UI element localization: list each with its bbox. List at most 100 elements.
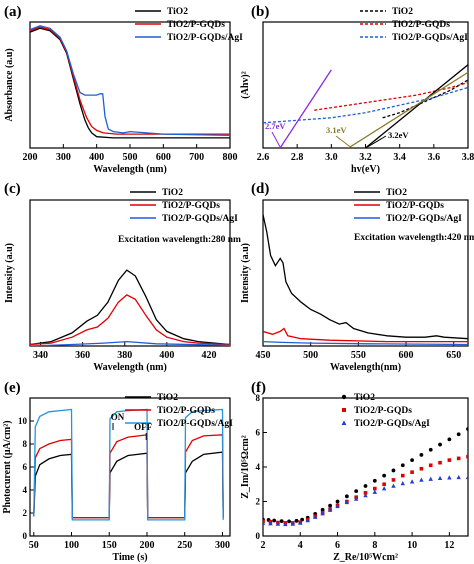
x-tick-label: 800 bbox=[223, 152, 238, 163]
data-point bbox=[263, 520, 266, 525]
x-axis-label: Wavelength (nm) bbox=[93, 362, 167, 373]
data-point bbox=[263, 519, 265, 524]
data-point bbox=[305, 518, 310, 523]
series-group bbox=[263, 64, 468, 148]
data-point bbox=[354, 489, 359, 494]
data-point bbox=[353, 496, 359, 501]
x-tick-label: 3.2 bbox=[359, 152, 372, 163]
data-point bbox=[391, 478, 396, 482]
series-line bbox=[263, 340, 468, 346]
panel-label: (f) bbox=[251, 380, 266, 396]
x-tick-label: 300 bbox=[56, 152, 71, 163]
series-group bbox=[33, 408, 224, 521]
x-tick-label: 200 bbox=[23, 152, 38, 163]
excitation-annotation: Excitation wavelength:280 nm bbox=[118, 235, 241, 245]
panel-a: (a) 200 300 400 500 600 700 800 Wavelength (nm) A… bbox=[4, 4, 243, 175]
x-tick-label: 3.0 bbox=[325, 152, 338, 163]
y-tick-label: 6 bbox=[23, 462, 28, 472]
data-point bbox=[287, 519, 291, 524]
data-point bbox=[320, 511, 325, 516]
y-axis-label: Intensity (a.u) bbox=[4, 243, 15, 303]
legend-label: TiO2/P-GQDs/AgI bbox=[386, 214, 462, 224]
data-point bbox=[419, 453, 424, 457]
legend-label: TiO2 bbox=[157, 393, 178, 403]
legend-label: TiO2/P-GQDs bbox=[162, 201, 220, 211]
data-point bbox=[381, 486, 387, 491]
legend-label: TiO2/P-GQDs/AgI bbox=[162, 214, 238, 224]
series-line bbox=[33, 408, 224, 521]
data-point bbox=[428, 476, 433, 481]
x-tick-label: 2.8 bbox=[291, 152, 304, 163]
legend-label: TiO2 bbox=[167, 7, 188, 17]
series-line bbox=[263, 86, 468, 124]
data-point bbox=[344, 494, 349, 499]
legend-label: TiO2/P-GQDs bbox=[354, 406, 412, 416]
series-line bbox=[348, 71, 468, 148]
x-tick-label: 200 bbox=[139, 540, 154, 551]
data-point bbox=[456, 474, 461, 480]
x-tick-label: 6 bbox=[335, 540, 340, 551]
data-point bbox=[382, 473, 387, 478]
data-point bbox=[382, 482, 386, 487]
panel-label: (b) bbox=[251, 4, 269, 20]
x-tick-label: 420 bbox=[201, 350, 216, 361]
series-line bbox=[33, 451, 224, 519]
panel-label: (c) bbox=[4, 181, 21, 197]
series-line bbox=[30, 340, 230, 346]
y-tick-label: 10 bbox=[18, 416, 28, 426]
x-tick-label: 700 bbox=[189, 152, 204, 163]
panel-f: (f)2 4 6 8 10 1202468Z_Re/10⁵Wcm²Z_Im/10⁵Ωcm²… bbox=[240, 380, 469, 563]
x-tick-label: 650 bbox=[446, 350, 461, 361]
x-tick-label: 380 bbox=[117, 350, 132, 361]
series-line bbox=[30, 27, 230, 139]
data-point bbox=[438, 442, 442, 447]
x-tick-label: 8 bbox=[372, 540, 377, 551]
panel-label: (d) bbox=[251, 181, 269, 197]
data-point bbox=[400, 473, 405, 478]
x-tick-label: 600 bbox=[156, 152, 171, 163]
data-point bbox=[373, 486, 377, 491]
data-point bbox=[320, 507, 325, 512]
data-point bbox=[410, 458, 414, 462]
bandgap-label-3.1: 3.1eV bbox=[326, 125, 347, 135]
x-tick-label: 100 bbox=[64, 540, 79, 551]
x-tick-label: 340 bbox=[33, 350, 48, 361]
data-point bbox=[391, 483, 396, 488]
y-tick-label: 0 bbox=[23, 531, 28, 541]
data-point bbox=[465, 474, 468, 480]
series-group bbox=[30, 269, 230, 346]
data-point bbox=[335, 503, 340, 509]
x-tick-label: 400 bbox=[159, 350, 174, 361]
legend-label: TiO2/P-GQDs/AgI bbox=[354, 419, 430, 429]
data-point bbox=[466, 454, 468, 459]
series-line bbox=[30, 269, 230, 346]
data-point bbox=[409, 479, 415, 484]
data-point bbox=[312, 514, 318, 519]
data-point bbox=[294, 518, 299, 523]
x-tick-label: 4 bbox=[298, 540, 303, 551]
x-axis-label: Z_Re/10⁵Wcm² bbox=[333, 552, 398, 563]
panel-label: (a) bbox=[4, 4, 22, 20]
legend-marker bbox=[341, 394, 347, 400]
data-point bbox=[428, 463, 433, 468]
x-tick-label: 2 bbox=[261, 540, 266, 551]
x-tick-label: 500 bbox=[303, 350, 318, 361]
x-tick-label: 3.8 bbox=[462, 152, 474, 163]
x-tick-label: 550 bbox=[351, 350, 366, 361]
y-tick-label: 2 bbox=[256, 497, 261, 507]
x-axis-label: Wavelength (nm) bbox=[93, 164, 167, 175]
panel-e: (e) 50 100 150 200 250 300 0 2 4 6 8 10 Time (s) Photo… bbox=[2, 380, 233, 563]
x-tick-label: 250 bbox=[177, 540, 192, 551]
data-point bbox=[456, 456, 461, 461]
series-group bbox=[30, 25, 230, 139]
legend-label: TiO2/P-GQDs/AgI bbox=[392, 33, 468, 43]
data-point bbox=[466, 427, 468, 431]
x-tick-label: 450 bbox=[256, 350, 271, 361]
legend-label: TiO2 bbox=[354, 393, 375, 403]
x-tick-label: 2.6 bbox=[257, 152, 270, 163]
data-point bbox=[290, 521, 296, 526]
y-tick-label: 0 bbox=[256, 531, 261, 541]
x-tick-label: 10 bbox=[407, 540, 417, 551]
x-tick-label: 3.6 bbox=[428, 152, 441, 163]
